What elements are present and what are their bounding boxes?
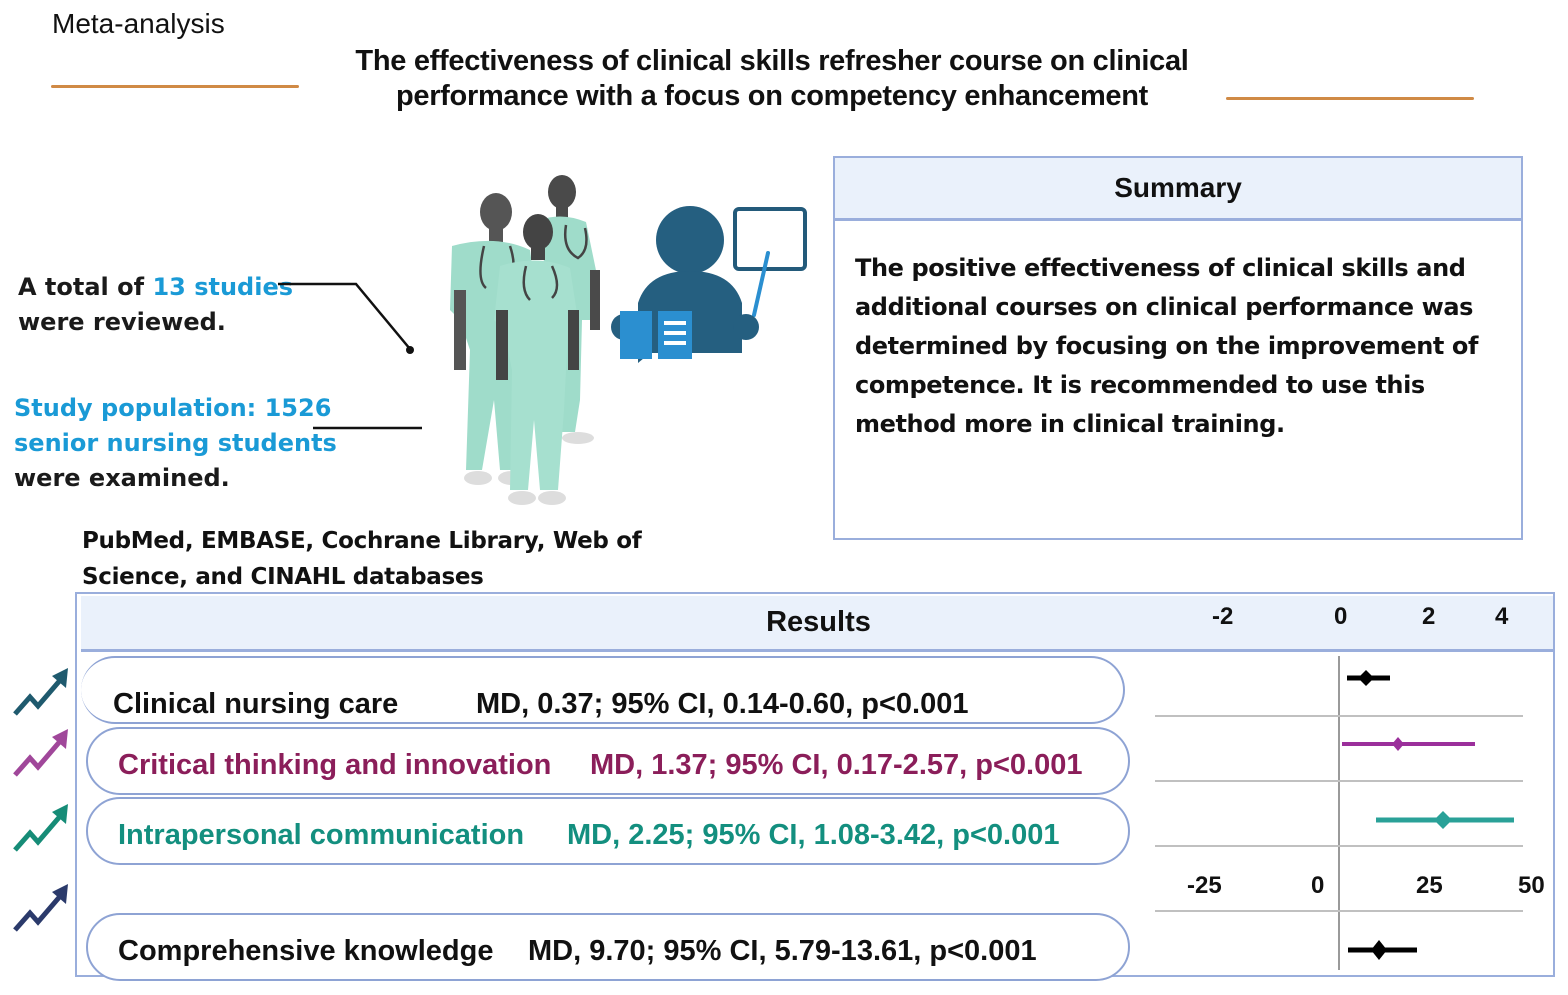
axis-tick: -25 (1187, 872, 1222, 899)
axis-tick: 25 (1416, 872, 1443, 899)
population-info: Study population: 1526 senior nursing st… (14, 394, 337, 492)
page-title: The effectiveness of clinical skills ref… (330, 44, 1214, 114)
result-row-comprehensive-knowledge: Comprehensive knowledge MD, 9.70; 95% CI… (86, 913, 1130, 981)
result-row-clinical-nursing-care: Clinical nursing care MD, 0.37; 95% CI, … (81, 656, 1125, 724)
studies-info: A total of 13 studies were reviewed. (18, 273, 294, 336)
right-accent-rule (1226, 97, 1474, 100)
row-divider (1155, 780, 1523, 782)
studies-count: 13 studies (152, 273, 294, 301)
trend-up-icon (13, 884, 68, 932)
section-label: Meta-analysis (52, 8, 225, 39)
axis-tick: 4 (1495, 603, 1509, 630)
row-divider (1155, 715, 1523, 717)
results-header: Results (81, 596, 1553, 652)
title-line-2: performance with a focus on competency e… (395, 80, 1149, 112)
result-row-intrapersonal-communication: Intrapersonal communication MD, 2.25; 95… (86, 797, 1130, 865)
row-divider (1155, 910, 1523, 912)
summary-heading: Summary (835, 158, 1521, 221)
left-accent-rule (51, 85, 299, 88)
axis-tick: 50 (1518, 872, 1545, 899)
trend-up-icon (13, 668, 68, 716)
summary-panel: Summary The positive effectiveness of cl… (833, 156, 1523, 540)
trend-up-icon (13, 804, 68, 852)
trend-up-icon (13, 729, 68, 777)
title-line-1: The effectiveness of clinical skills ref… (355, 45, 1189, 77)
nurses-group-illustration (450, 175, 600, 505)
zero-line (1338, 656, 1340, 970)
summary-text: The positive effectiveness of clinical s… (855, 254, 1479, 438)
axis-tick: -2 (1212, 603, 1234, 630)
axis-tick: 2 (1422, 603, 1436, 630)
teacher-presentation-icon (611, 206, 807, 363)
axis-tick: 0 (1334, 603, 1348, 630)
result-row-critical-thinking: Critical thinking and innovation MD, 1.3… (86, 727, 1130, 795)
forest-plot (1342, 670, 1514, 960)
databases-text: PubMed, EMBASE, Cochrane Library, Web of… (82, 528, 642, 590)
axis-tick: 0 (1311, 872, 1325, 899)
callout-connectors (278, 282, 422, 430)
row-divider (1155, 845, 1523, 847)
results-heading: Results (766, 605, 871, 638)
